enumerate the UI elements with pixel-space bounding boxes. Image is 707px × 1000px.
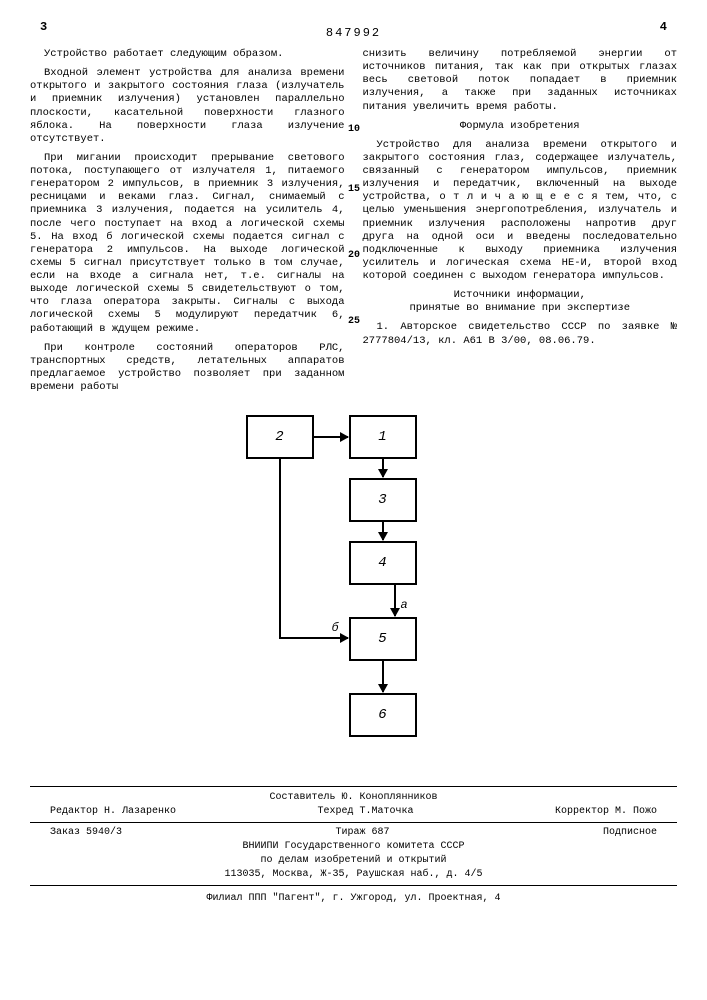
line-number: 20 xyxy=(348,251,360,261)
footer-corrector: Корректор М. Пожо xyxy=(555,805,657,819)
right-column: снизить величину потребляемой энергии от… xyxy=(363,48,678,400)
footer-tirazh: Тираж 687 xyxy=(335,826,389,840)
arrow-5-to-6 xyxy=(382,661,384,692)
block-5: 5 xyxy=(349,617,417,661)
para: 1. Авторское свидетельство СССР по заявк… xyxy=(363,321,678,347)
block-label: 4 xyxy=(378,555,386,571)
para: При контроле состояний операторов РЛС, т… xyxy=(30,342,345,395)
input-b-label: б xyxy=(332,621,339,635)
footer-org1: ВНИИПИ Государственного комитета СССР xyxy=(30,840,677,854)
arrow-2-to-1 xyxy=(314,436,348,438)
arrow-4-to-5 xyxy=(394,585,396,616)
footer-editor: Редактор Н. Лазаренко xyxy=(50,805,176,819)
block-1: 1 xyxy=(349,415,417,459)
footer-tech: Техред Т.Маточка xyxy=(317,805,413,819)
patent-page: 3 4 847992 Устройство работает следующим… xyxy=(0,0,707,1000)
arrow-3-to-4 xyxy=(382,522,384,540)
footer-compiler: Составитель Ю. Коноплянников xyxy=(30,791,677,805)
para: Устройство для анализа времени открытого… xyxy=(363,139,678,283)
line-number: 25 xyxy=(348,317,360,327)
line-number: 15 xyxy=(348,185,360,195)
block-label: 5 xyxy=(378,631,386,647)
block-diagram: 2 1 3 4 5 6 а б xyxy=(194,410,514,780)
left-column: Устройство работает следующим образом. В… xyxy=(30,48,345,400)
footer-order-row: Заказ 5940/3 Тираж 687 Подписное xyxy=(30,826,677,840)
line-number: 10 xyxy=(348,125,360,135)
footer-order: Заказ 5940/3 xyxy=(50,826,122,840)
footer-credits: Редактор Н. Лазаренко Техред Т.Маточка К… xyxy=(30,805,677,819)
para: При мигании происходит прерывание светов… xyxy=(30,152,345,336)
sources-subtitle: принятые во внимание при экспертизе xyxy=(363,302,678,315)
footer-branch: Филиал ППП "Пагент", г. Ужгород, ул. Про… xyxy=(30,892,677,906)
block-label: 3 xyxy=(378,492,386,508)
block-label: 6 xyxy=(378,707,386,723)
text-columns: Устройство работает следующим образом. В… xyxy=(30,48,677,400)
input-a-label: а xyxy=(401,598,408,612)
page-col-right: 4 xyxy=(660,20,667,34)
footer-signed: Подписное xyxy=(603,826,657,840)
sources-title: Источники информации, xyxy=(363,289,678,302)
block-6: 6 xyxy=(349,693,417,737)
page-col-left: 3 xyxy=(40,20,47,34)
footer-addr: 113035, Москва, Ж-35, Раушская наб., д. … xyxy=(30,868,677,882)
para: снизить величину потребляемой энергии от… xyxy=(363,48,678,114)
divider xyxy=(30,822,677,823)
line-2-down xyxy=(279,459,281,638)
block-label: 1 xyxy=(378,429,386,445)
block-label: 2 xyxy=(275,429,283,445)
footer-org2: по делам изобретений и открытий xyxy=(30,854,677,868)
block-3: 3 xyxy=(349,478,417,522)
para: Устройство работает следующим образом. xyxy=(30,48,345,61)
footer: Составитель Ю. Коноплянников Редактор Н.… xyxy=(30,786,677,906)
para: Входной элемент устройства для анализа в… xyxy=(30,67,345,146)
block-4: 4 xyxy=(349,541,417,585)
divider xyxy=(30,885,677,886)
arrow-to-5-b xyxy=(279,637,348,639)
block-2: 2 xyxy=(246,415,314,459)
document-number: 847992 xyxy=(30,26,677,40)
formula-title: Формула изобретения xyxy=(363,120,678,133)
arrow-1-to-3 xyxy=(382,459,384,477)
